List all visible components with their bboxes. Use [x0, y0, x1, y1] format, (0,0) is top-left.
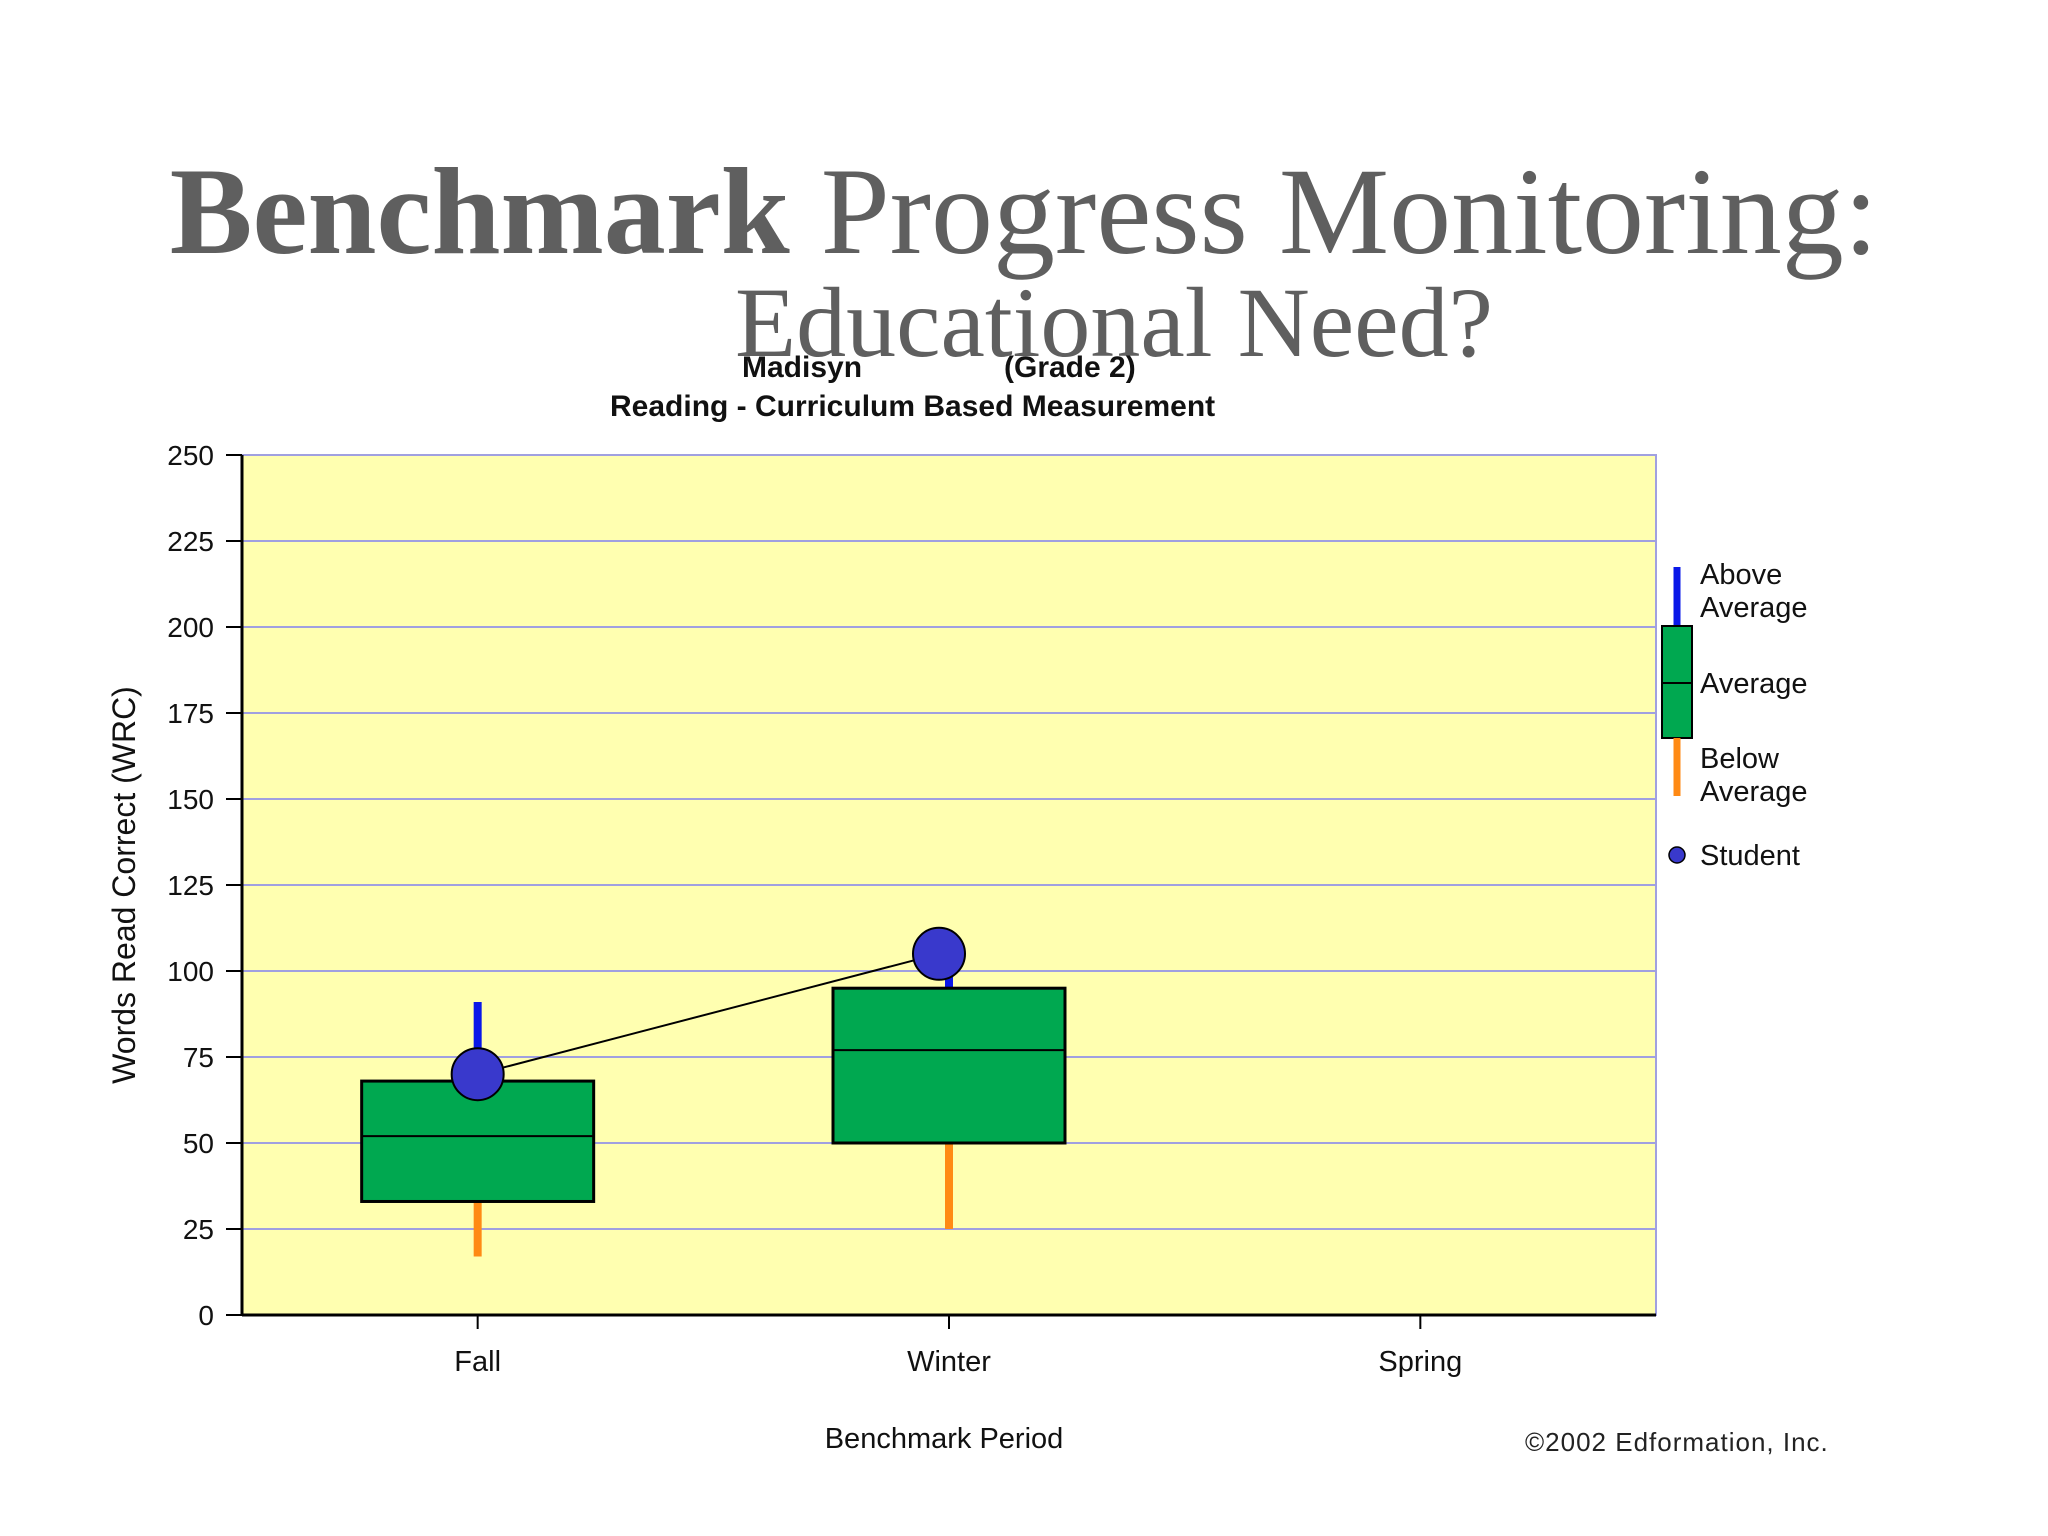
- slide-title: Benchmark Progress Monitoring:: [0, 150, 2048, 274]
- legend-student-label: Student: [1700, 840, 1800, 872]
- y-tick-label: 200: [167, 612, 214, 643]
- legend: Above Average Average Below Average Student: [1661, 559, 1808, 872]
- x-tick-label: Fall: [454, 1346, 501, 1378]
- y-axis-label: Words Read Correct (WRC): [106, 686, 142, 1084]
- student-name: Madisyn: [742, 351, 863, 384]
- student-point: [912, 926, 966, 981]
- x-ticks: Fall Winter Spring: [454, 1315, 1462, 1378]
- y-tick-label: 50: [183, 1128, 214, 1159]
- box-series: [360, 971, 1067, 1257]
- legend-below-label: Below Average: [1700, 743, 1808, 808]
- x-tick-label: Spring: [1378, 1346, 1462, 1378]
- x-tick-label: Winter: [907, 1346, 991, 1378]
- legend-student-swatch: [1668, 846, 1686, 864]
- y-ticks: 0 25 50 75 100 125 150 175 200 225 250: [167, 440, 242, 1331]
- chart-title: Reading - Curriculum Based Measurement: [610, 390, 1216, 423]
- legend-average-label: Average: [1700, 668, 1808, 700]
- y-tick-label: 100: [167, 956, 214, 987]
- student-series: [450, 926, 966, 1102]
- y-tick-label: 225: [167, 526, 214, 557]
- box-average: [831, 986, 1067, 1145]
- slide-subtitle: Educational Need?: [735, 267, 1493, 378]
- y-tick-label: 150: [167, 784, 214, 815]
- y-tick-label: 25: [183, 1214, 214, 1245]
- legend-above-label: Above Average: [1700, 559, 1808, 624]
- y-tick-label: 125: [167, 870, 214, 901]
- y-tick-label: 0: [198, 1300, 214, 1331]
- y-tick-label: 250: [167, 440, 214, 471]
- student-trend-line: [477, 952, 940, 1076]
- student-grade: (Grade 2): [1004, 351, 1136, 384]
- slide-title-bold: Benchmark: [169, 143, 790, 280]
- y-tick-label: 75: [183, 1042, 214, 1073]
- slide-title-rest: Progress Monitoring:: [820, 143, 1879, 280]
- copyright: ©2002 Edformation, Inc.: [1525, 1427, 1829, 1457]
- student-point: [450, 1047, 505, 1102]
- x-axis-label: Benchmark Period: [825, 1423, 1064, 1455]
- y-tick-label: 175: [167, 698, 214, 729]
